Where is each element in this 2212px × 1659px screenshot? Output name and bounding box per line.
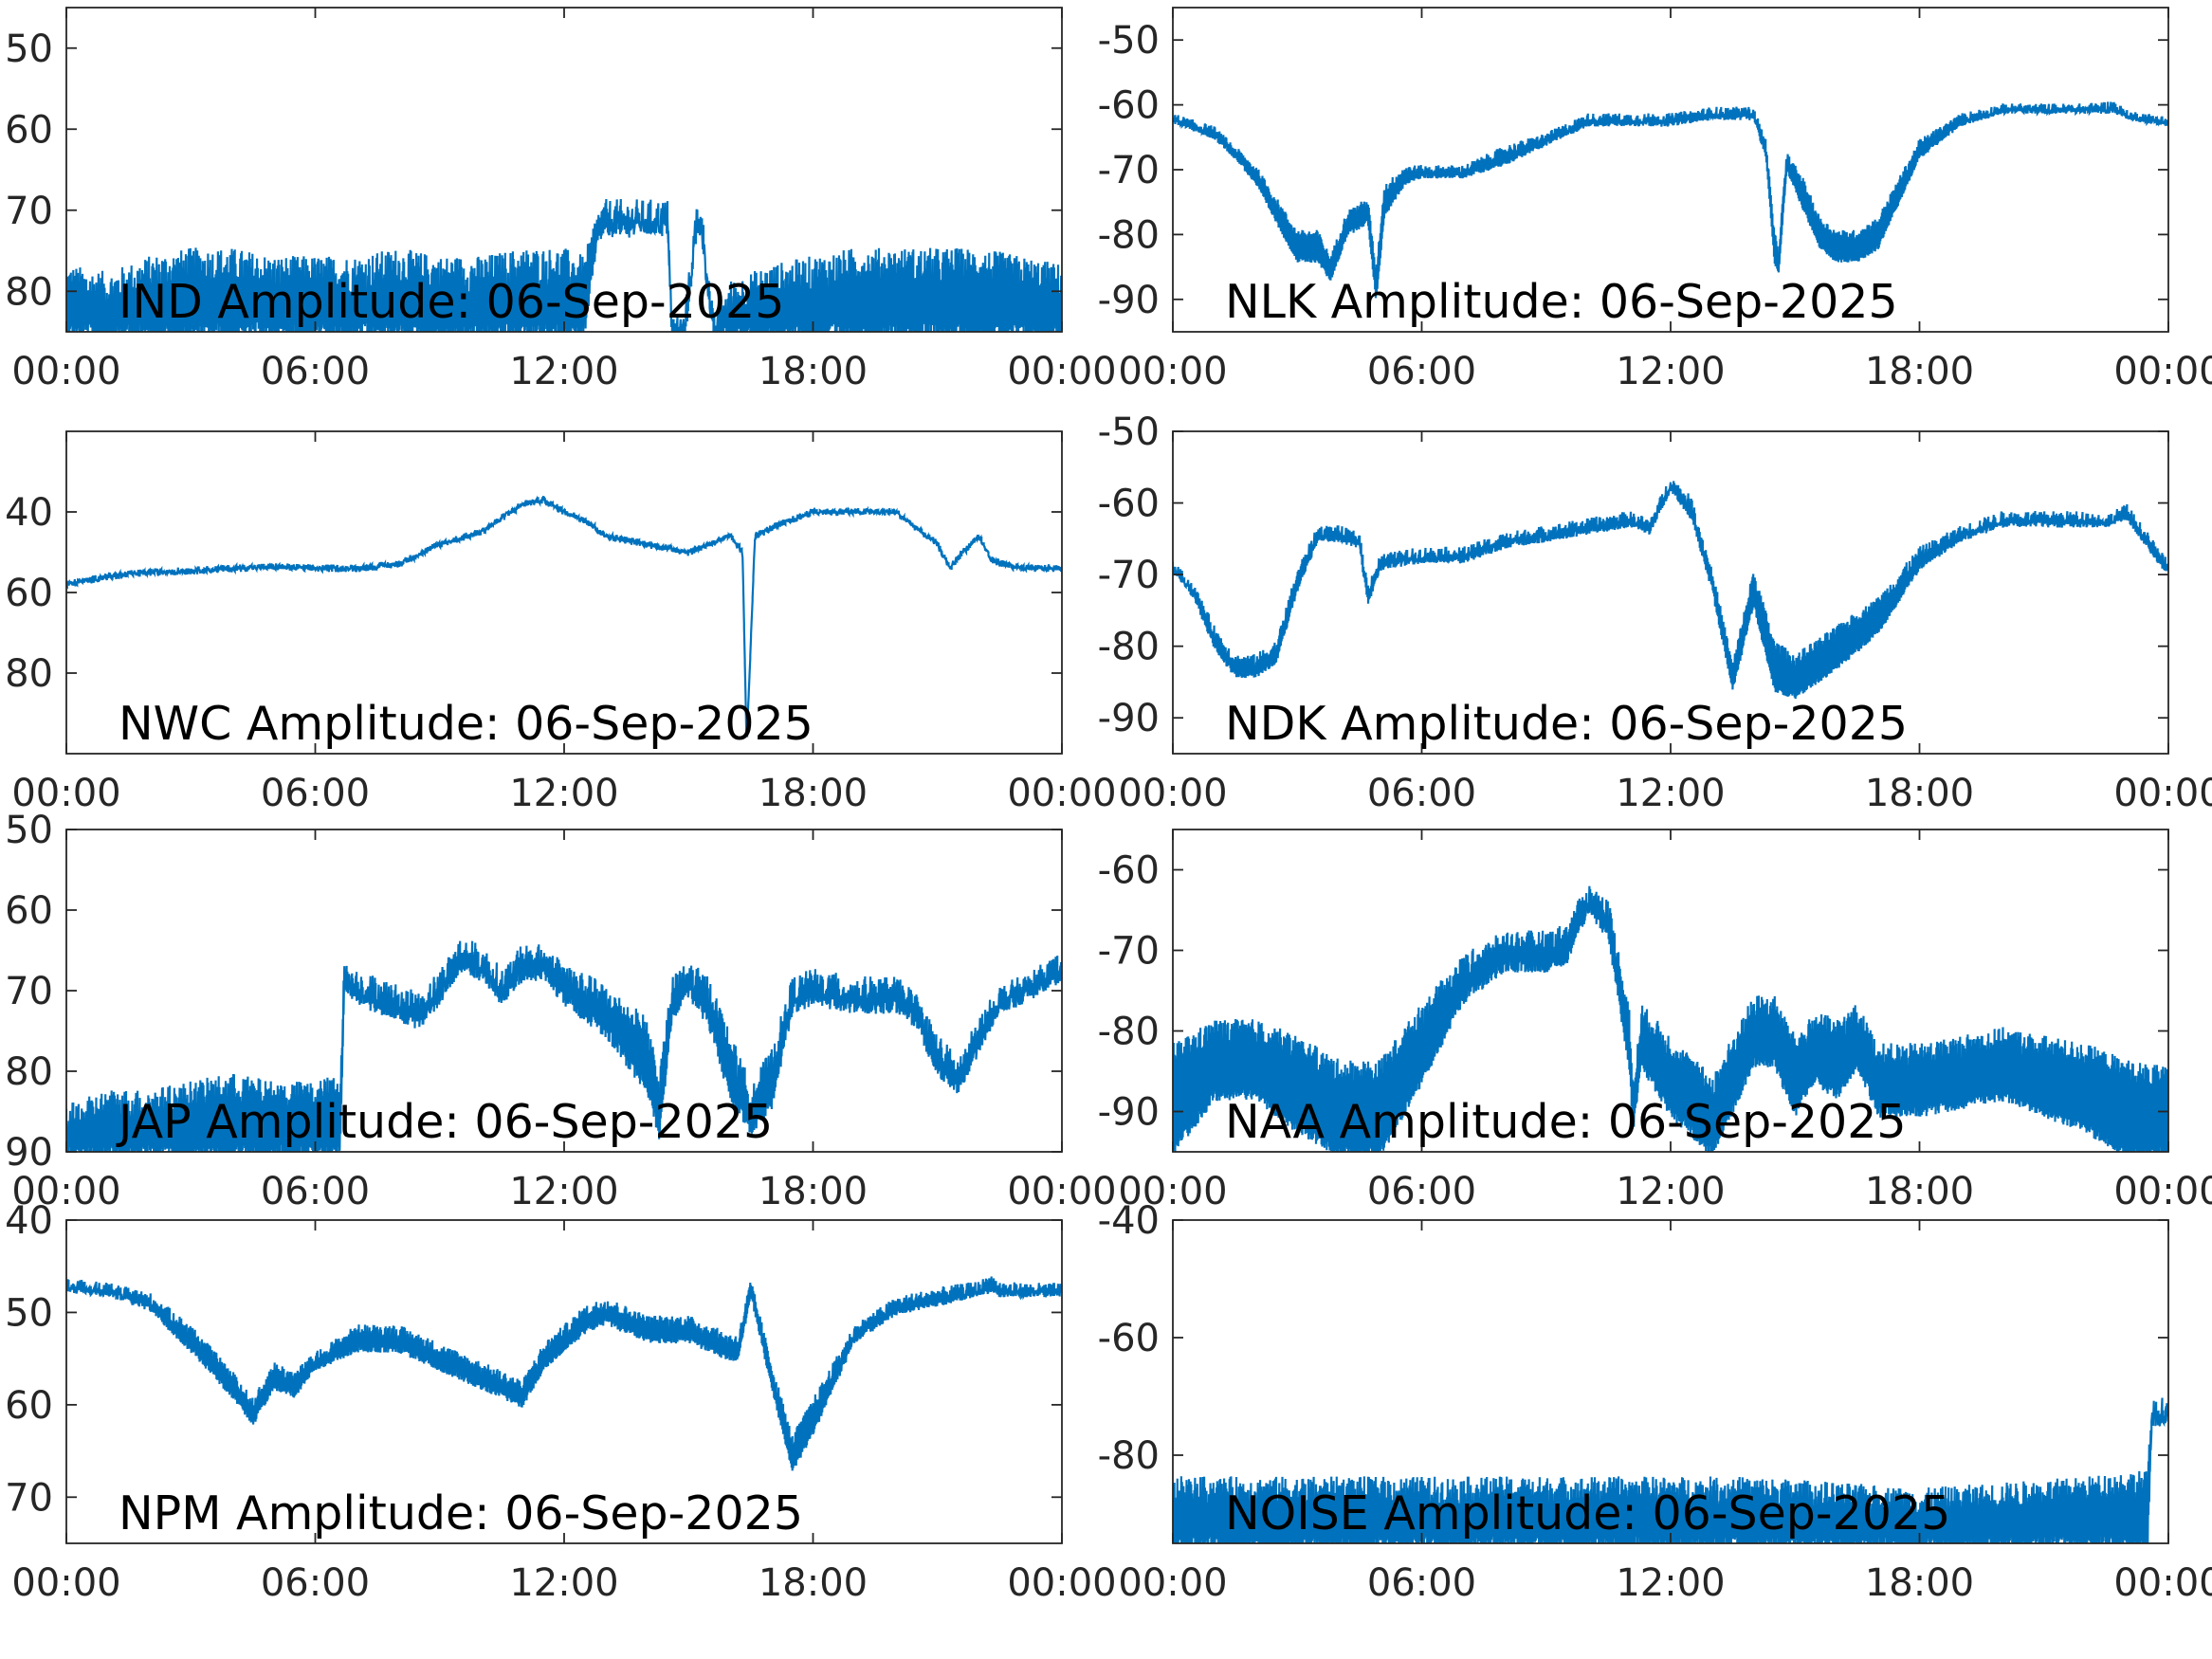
- x-tick-label: 18:00: [759, 772, 868, 815]
- x-tick-label: 18:00: [1865, 1170, 1974, 1213]
- panel-5: 00:00 06:00 12:00 18:00 00:00 -60 -70 -80 -90 NAA…: [1098, 829, 2212, 1213]
- y-tick-label: 70: [5, 970, 53, 1013]
- y-tick-label: 80: [5, 270, 53, 314]
- y-tick-label: -60: [1098, 1317, 1160, 1360]
- y-tick-label: 60: [5, 1384, 53, 1428]
- x-tick-label: 00:00: [1118, 1561, 1227, 1605]
- x-tick-label: 12:00: [1616, 772, 1725, 815]
- panel-3: 00:00 06:00 12:00 18:00 00:00 -50 -60 -70 -80 -90…: [1098, 410, 2212, 815]
- y-tick-label: -90: [1098, 1091, 1160, 1135]
- panel-7: 00:00 06:00 12:00 18:00 00:00 -40 -60 -80 NOISE …: [1098, 1199, 2212, 1605]
- y-tick-label: -70: [1098, 554, 1160, 597]
- x-tick-label: 00:00: [11, 1561, 120, 1605]
- y-tick-label: 50: [5, 1291, 53, 1335]
- x-tick-label: 00:00: [11, 772, 120, 815]
- panel-6: 00:00 06:00 12:00 18:00 00:00 40 50 60 70 NPM Amp…: [5, 1199, 1117, 1605]
- chart-title: NLK Amplitude: 06-Sep-2025: [1225, 275, 1898, 329]
- x-tick-label: 06:00: [261, 350, 370, 393]
- y-tick-label: -50: [1098, 410, 1160, 454]
- amplitude-series-line: [1173, 885, 2168, 1152]
- x-tick-label: 18:00: [759, 350, 868, 393]
- chart-title: NWC Amplitude: 06-Sep-2025: [119, 697, 814, 751]
- x-tick-label: 12:00: [1616, 350, 1725, 393]
- x-tick-label: 00:00: [2113, 772, 2212, 815]
- chart-title: NDK Amplitude: 06-Sep-2025: [1225, 697, 1908, 751]
- y-tick-label: 50: [5, 27, 53, 71]
- x-tick-label: 06:00: [1367, 350, 1476, 393]
- y-tick-label: 80: [5, 1050, 53, 1094]
- amplitude-series-line: [66, 1276, 1062, 1471]
- panel-4: 00:00 06:00 12:00 18:00 00:00 50 60 70 80 90 JAP A…: [5, 809, 1117, 1213]
- amplitude-series-line: [1173, 101, 2168, 299]
- amplitude-series-line: [1173, 1397, 2168, 1543]
- y-tick-label: -80: [1098, 1011, 1160, 1054]
- y-tick-label: -80: [1098, 1434, 1160, 1478]
- y-tick-label: 50: [5, 809, 53, 852]
- x-tick-label: 06:00: [261, 772, 370, 815]
- x-tick-label: 00:00: [11, 1170, 120, 1213]
- x-tick-label: 00:00: [1118, 772, 1227, 815]
- panel-2: 00:00 06:00 12:00 18:00 00:00 40 60 80 NWC Ampli…: [5, 430, 1117, 815]
- x-tick-label: 00:00: [1007, 772, 1116, 815]
- y-tick-label: 40: [5, 1199, 53, 1243]
- amplitude-series-line: [66, 495, 1062, 738]
- x-tick-label: 00:00: [2113, 1170, 2212, 1213]
- x-tick-label: 00:00: [1118, 350, 1227, 393]
- y-tick-label: -90: [1098, 279, 1160, 322]
- x-tick-label: 12:00: [509, 1561, 618, 1605]
- x-tick-label: 00:00: [2113, 350, 2212, 393]
- x-tick-label: 00:00: [1118, 1170, 1227, 1213]
- amplitude-series-line: [66, 940, 1062, 1152]
- y-tick-label: -60: [1098, 849, 1160, 893]
- chart-title: JAP Amplitude: 06-Sep-2025: [116, 1095, 773, 1149]
- amplitude-series-line: [1173, 481, 2168, 700]
- y-tick-label: 60: [5, 108, 53, 152]
- y-tick-label: 60: [5, 889, 53, 933]
- y-tick-label: -40: [1098, 1199, 1160, 1243]
- y-tick-label: -60: [1098, 84, 1160, 128]
- x-tick-label: 18:00: [1865, 1561, 1974, 1605]
- panel-0: 00:00 06:00 12:00 18:00 00:00 50 60 70 80 IND Amp…: [5, 7, 1117, 393]
- x-tick-label: 18:00: [1865, 772, 1974, 815]
- y-tick-label: -70: [1098, 930, 1160, 974]
- y-tick-label: -50: [1098, 19, 1160, 63]
- x-tick-label: 06:00: [1367, 1170, 1476, 1213]
- x-tick-label: 12:00: [1616, 1561, 1725, 1605]
- y-tick-label: 80: [5, 652, 53, 696]
- x-tick-label: 18:00: [759, 1170, 868, 1213]
- x-tick-label: 06:00: [261, 1170, 370, 1213]
- y-tick-label: -90: [1098, 697, 1160, 740]
- y-tick-label: -70: [1098, 149, 1160, 192]
- amplitude-series-line: [66, 198, 1062, 332]
- x-tick-label: 12:00: [1616, 1170, 1725, 1213]
- x-tick-label: 18:00: [1865, 350, 1974, 393]
- x-tick-label: 12:00: [509, 1170, 618, 1213]
- panel-1: 00:00 06:00 12:00 18:00 00:00 -50 -60 -70 -80 -90…: [1098, 7, 2212, 393]
- x-tick-label: 06:00: [1367, 1561, 1476, 1605]
- y-tick-label: 70: [5, 1476, 53, 1520]
- y-tick-label: 70: [5, 190, 53, 233]
- x-tick-label: 00:00: [1007, 1170, 1116, 1213]
- chart-title: NOISE Amplitude: 06-Sep-2025: [1225, 1486, 1950, 1540]
- x-tick-label: 06:00: [261, 1561, 370, 1605]
- x-tick-label: 18:00: [759, 1561, 868, 1605]
- x-tick-label: 12:00: [509, 772, 618, 815]
- x-tick-label: 06:00: [1367, 772, 1476, 815]
- chart-title: IND Amplitude: 06-Sep-2025: [119, 275, 784, 329]
- x-tick-label: 00:00: [2113, 1561, 2212, 1605]
- x-tick-label: 12:00: [509, 350, 618, 393]
- y-tick-label: -80: [1098, 213, 1160, 257]
- x-tick-label: 00:00: [1007, 350, 1116, 393]
- y-tick-label: 40: [5, 491, 53, 535]
- y-tick-label: 90: [5, 1131, 53, 1175]
- x-tick-label: 00:00: [11, 350, 120, 393]
- chart-title: NPM Amplitude: 06-Sep-2025: [119, 1486, 803, 1540]
- y-tick-label: -80: [1098, 626, 1160, 669]
- x-tick-label: 00:00: [1007, 1561, 1116, 1605]
- chart-title: NAA Amplitude: 06-Sep-2025: [1225, 1095, 1907, 1149]
- y-tick-label: -60: [1098, 483, 1160, 526]
- y-tick-label: 60: [5, 572, 53, 615]
